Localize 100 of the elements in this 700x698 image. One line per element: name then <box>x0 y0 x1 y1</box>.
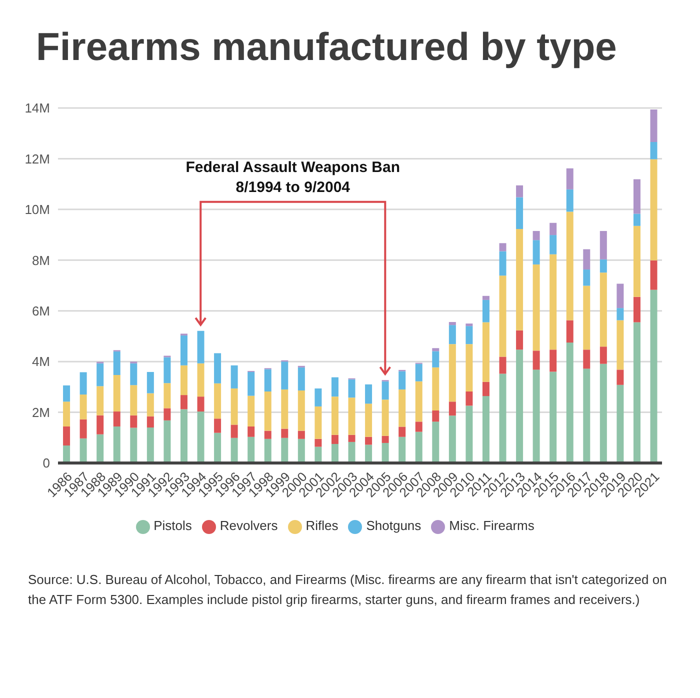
bar <box>348 434 356 442</box>
bar <box>583 249 590 270</box>
bar <box>180 335 188 366</box>
bar <box>532 264 540 351</box>
bar <box>633 322 640 463</box>
bar <box>314 388 322 406</box>
bar <box>331 444 338 463</box>
bar <box>348 442 356 463</box>
legend-label: Shotguns <box>366 518 422 533</box>
bar <box>180 365 188 396</box>
bar <box>448 402 456 416</box>
bar <box>230 438 238 463</box>
bar <box>566 212 574 320</box>
bar <box>264 430 272 439</box>
bar <box>550 222 557 236</box>
bar <box>432 351 440 368</box>
bar <box>432 367 440 411</box>
bar <box>180 395 188 410</box>
bar <box>516 228 524 330</box>
bar <box>550 235 557 254</box>
bar <box>482 296 490 300</box>
bar <box>264 438 272 463</box>
chart-title: Firearms manufactured by type <box>35 25 618 71</box>
annotation: Federal Assault Weapons Ban 8/1994 to 9/2004 <box>186 158 400 196</box>
bar <box>448 322 456 326</box>
bar <box>382 381 389 400</box>
bar <box>466 406 473 463</box>
bar <box>415 422 422 432</box>
bar <box>130 385 138 416</box>
y-tick-label: 10M <box>24 202 50 218</box>
bar <box>331 396 338 435</box>
legend-label: Misc. Firearms <box>449 518 534 533</box>
bar <box>264 369 272 392</box>
bar <box>499 243 506 252</box>
bar <box>214 418 222 433</box>
bar <box>550 372 557 463</box>
bar <box>650 290 658 463</box>
bar <box>130 415 138 428</box>
bar <box>197 330 204 364</box>
bar <box>146 428 154 463</box>
bar <box>516 197 524 229</box>
bar <box>63 426 70 446</box>
bar <box>96 363 104 386</box>
bar <box>130 428 138 463</box>
bar <box>583 350 590 369</box>
bar <box>230 424 238 438</box>
y-tick-label: 8M <box>32 252 50 268</box>
bar <box>398 436 406 463</box>
bar <box>113 412 120 426</box>
bar <box>448 416 456 463</box>
bar <box>633 226 640 297</box>
bar <box>348 398 356 435</box>
bar <box>180 409 188 463</box>
bar <box>482 300 490 322</box>
bar <box>516 185 524 198</box>
bar <box>499 276 506 357</box>
bar <box>650 142 658 160</box>
bar <box>482 322 490 382</box>
y-tick-label: 12M <box>24 151 50 166</box>
bar <box>365 384 372 404</box>
bar <box>164 383 171 408</box>
bar <box>516 330 524 350</box>
bar <box>616 308 624 320</box>
bar <box>550 254 557 350</box>
bar <box>516 350 524 463</box>
bar <box>398 389 406 427</box>
bar <box>466 344 473 392</box>
bar <box>164 408 171 420</box>
bar <box>365 436 372 445</box>
bar <box>482 382 490 396</box>
bar <box>432 348 440 352</box>
bar <box>298 430 305 439</box>
legend-label: Rifles <box>306 518 338 533</box>
bar <box>63 385 70 402</box>
bar <box>415 381 422 422</box>
bar <box>616 284 624 308</box>
bar <box>281 428 288 438</box>
bar <box>566 168 574 190</box>
y-tick-label: 0 <box>42 456 50 471</box>
bar <box>600 259 607 273</box>
bar <box>63 402 70 426</box>
bar <box>566 342 574 463</box>
bar <box>214 353 222 384</box>
bar <box>146 372 154 394</box>
bar <box>314 406 322 439</box>
y-tick-label: 2M <box>32 404 50 420</box>
bar <box>600 230 607 260</box>
bar <box>298 438 305 463</box>
bar <box>248 372 255 396</box>
bar <box>466 326 473 344</box>
bar <box>633 179 640 214</box>
bar <box>63 446 70 463</box>
bar <box>230 365 238 388</box>
bar <box>248 426 255 437</box>
bar <box>583 368 590 463</box>
bar <box>230 388 238 425</box>
bar <box>415 364 422 382</box>
bar <box>566 320 574 343</box>
legend-label: Revolvers <box>220 518 278 533</box>
bar <box>532 370 540 463</box>
